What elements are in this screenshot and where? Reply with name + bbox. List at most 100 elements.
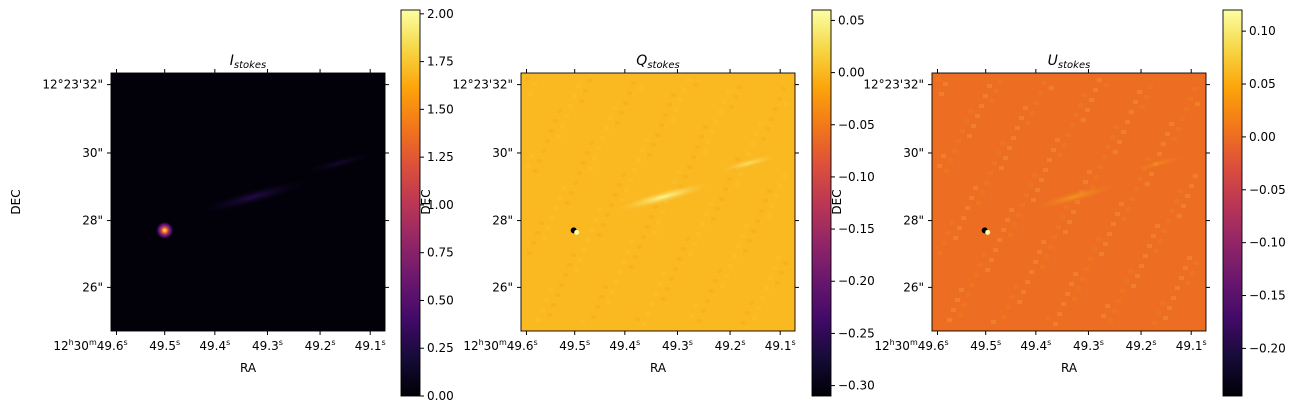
noise-speckle [782,174,787,178]
noise-speckle [692,242,697,246]
noise-speckle [779,271,784,275]
noise-speckle [768,276,773,280]
noise-speckle [763,199,768,203]
noise-speckle [654,292,659,296]
noise-speckle [1057,312,1062,316]
noise-speckle [606,300,611,304]
noise-speckle [1031,198,1036,202]
noise-speckle [773,107,778,111]
noise-speckle [1024,193,1029,197]
noise-speckle [578,258,583,262]
noise-speckle [777,97,782,101]
noise-speckle [631,81,636,85]
noise-speckle [1037,250,1042,254]
noise-speckle [1098,165,1103,169]
noise-speckle [784,102,789,106]
noise-speckle [633,255,638,259]
jet-emission [1021,181,1128,213]
noise-speckle [687,165,692,169]
noise-speckle [962,303,967,307]
noise-speckle [959,288,964,292]
noise-speckle [1014,285,1019,289]
noise-speckle [1128,269,1133,273]
noise-speckle [539,221,544,225]
noise-speckle [544,298,549,302]
noise-speckle [655,133,660,137]
noise-speckle [1015,126,1020,130]
noise-speckle [541,149,546,153]
noise-speckle [1043,168,1048,172]
noise-speckle [1108,319,1113,323]
noise-speckle [685,237,690,241]
noise-speckle [609,203,614,207]
noise-speckle [1067,220,1072,224]
noise-speckle [1190,271,1195,275]
noise-speckle [532,82,537,86]
noise-speckle [704,212,709,216]
noise-speckle [709,289,714,293]
noise-speckle [1165,132,1170,136]
noise-speckle [1195,102,1200,106]
noise-speckle [670,118,675,122]
colorbar-tick-label: −0.15 [1249,289,1286,303]
noise-speckle [1023,106,1028,110]
noise-speckle [600,136,605,140]
colorbar-tick-label: 1.50 [427,102,454,116]
noise-speckle [964,119,969,123]
colorbar-tick-label: −0.05 [1249,183,1286,197]
noise-speckle [1187,256,1192,260]
noise-speckle [944,169,949,173]
colorbar-tick-label: −0.05 [838,118,875,132]
noise-speckle [1119,202,1124,206]
noise-speckle [694,304,699,308]
noise-speckle [1052,235,1057,239]
noise-speckle [766,214,771,218]
noise-speckle [1102,155,1107,159]
noise-speckle [1072,297,1077,301]
noise-speckle [1007,146,1012,150]
noise-speckle [659,123,664,127]
noise-speckle [968,109,973,113]
noise-speckle [1156,311,1161,315]
noise-speckle [1114,125,1119,129]
noise-speckle [562,186,567,190]
noise-speckle [1147,244,1152,248]
noise-speckle [573,181,578,185]
noise-speckle [744,224,749,228]
noise-speckle [1042,81,1047,85]
x-tick-label: 49.5s [559,338,590,353]
x-tick-label: 49.5s [149,338,180,353]
noise-speckle [542,236,547,240]
noise-speckle [1161,142,1166,146]
noise-speckle [961,216,966,220]
noise-speckle [955,298,960,302]
colorbar-tick-label: −0.20 [1249,341,1286,355]
noise-speckle [589,141,594,145]
noise-speckle [1130,197,1135,201]
noise-speckle [560,124,565,128]
noise-speckle [999,166,1004,170]
noise-speckle [626,250,631,254]
noise-speckle [569,191,574,195]
noise-speckle [774,194,779,198]
noise-speckle [1049,86,1054,90]
noise-speckle [958,313,963,317]
noise-speckle [743,249,748,253]
noise-speckle [1139,264,1144,268]
noise-speckle [549,129,554,133]
noise-speckle [1178,189,1183,193]
noise-speckle [1047,158,1052,162]
y-tick-label: 26" [903,280,924,294]
noise-speckle [1025,280,1030,284]
x-axis-label: RA [650,361,667,375]
colorbar [811,9,832,397]
noise-speckle [775,281,780,285]
colorbar-tick-label: 0.05 [1249,77,1276,91]
colorbar-tick-label: 0.05 [838,13,865,27]
noise-speckle [533,169,538,173]
noise-speckle [1080,277,1085,281]
noise-speckle [738,172,743,176]
noise-speckle [1005,218,1010,222]
noise-speckle [528,92,533,96]
